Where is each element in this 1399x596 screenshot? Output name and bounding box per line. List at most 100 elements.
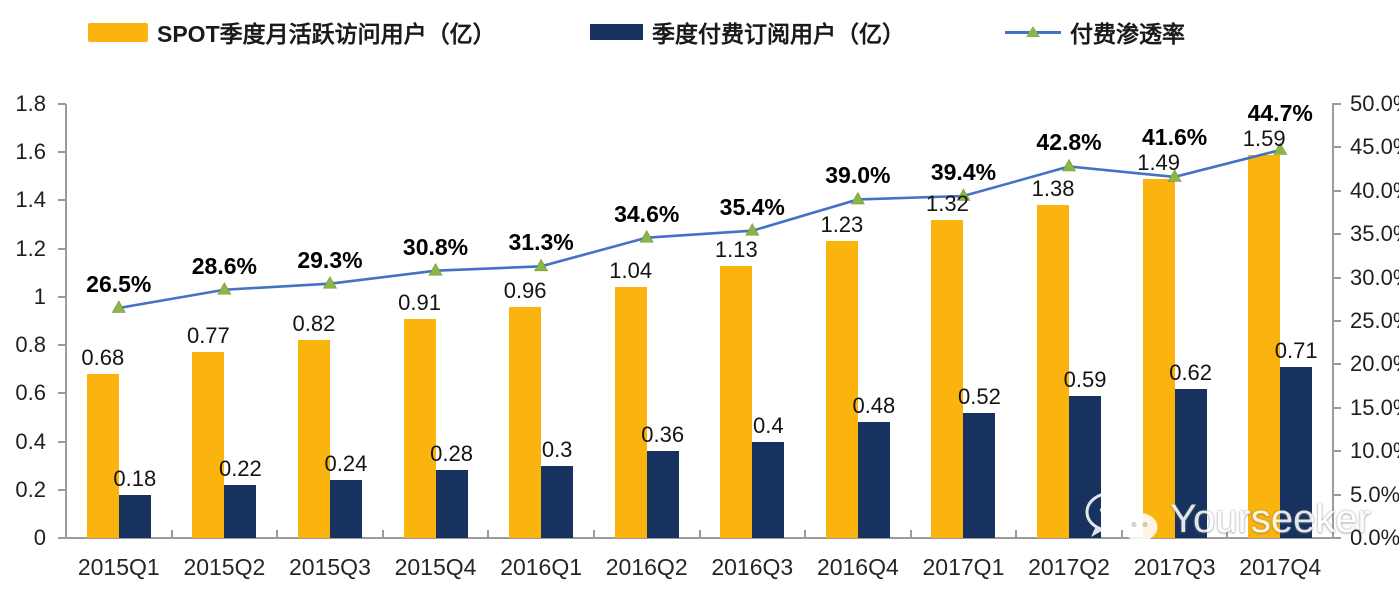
x-axis-label: 2017Q1	[922, 554, 1005, 580]
bar-subscribers	[224, 484, 257, 538]
bar-value-label-subscribers: 0.59	[1063, 366, 1107, 392]
penetration-rate-label: 44.7%	[1247, 99, 1313, 126]
bar-value-label-subscribers: 0.4	[752, 412, 784, 438]
x-axis-label: 2016Q2	[605, 554, 688, 580]
x-axis-tick	[592, 530, 595, 538]
right-axis-tick	[1332, 406, 1341, 409]
left-axis-tick	[58, 488, 66, 491]
bar-value-label-mau: 0.77	[186, 323, 230, 349]
right-axis-tick	[1332, 276, 1341, 279]
left-axis-tick-label: 1.8	[15, 91, 46, 116]
bar-subscribers	[646, 451, 679, 538]
right-axis-tick-label: 35.0%	[1350, 221, 1399, 247]
left-axis-tick	[58, 440, 66, 443]
x-axis-tick	[170, 530, 173, 538]
watermark-text: Yourseeker	[1170, 496, 1371, 541]
line-marker-triangle-icon	[428, 263, 443, 276]
legend-item-subscribers: 季度付费订阅用户（亿）	[590, 16, 905, 48]
line-marker-triangle-icon	[534, 258, 549, 272]
right-axis-tick-label: 0.0%	[1350, 525, 1399, 550]
x-axis	[58, 537, 1341, 539]
right-axis-tick-label: 25.0%	[1350, 308, 1399, 333]
line-marker-triangle-icon	[217, 282, 232, 295]
right-axis-tick-label: 45.0%	[1350, 134, 1399, 160]
x-axis-label: 2017Q2	[1028, 554, 1110, 580]
bar-value-label-mau: 0.68	[81, 345, 125, 371]
left-axis-tick-label: 0.2	[15, 476, 46, 502]
right-axis-tick-label: 50.0%	[1350, 91, 1399, 116]
bar-subscribers	[329, 480, 362, 538]
bar-value-label-subscribers: 0.24	[324, 451, 368, 477]
bar-value-label-subscribers: 0.48	[852, 393, 896, 419]
left-axis-tick-label: 0.8	[15, 332, 46, 358]
left-axis-tick	[58, 199, 66, 202]
bar-mau	[86, 374, 119, 538]
bar-value-label-mau: 1.13	[714, 236, 758, 262]
bar-value-label-subscribers: 0.18	[113, 465, 157, 491]
line-marker-triangle-icon	[745, 223, 760, 236]
bar-subscribers	[1174, 388, 1207, 538]
left-axis-tick	[58, 247, 66, 250]
right-axis-tick	[1332, 103, 1341, 105]
x-axis-tick	[487, 530, 490, 538]
watermark: Yourseeker	[1083, 490, 1371, 548]
bar-value-label-subscribers: 0.36	[641, 422, 685, 448]
right-axis-tick-label: 5.0%	[1350, 481, 1399, 507]
right-axis-tick-label: 40.0%	[1350, 177, 1399, 203]
x-axis-label: 2016Q4	[816, 554, 899, 580]
x-axis-tick	[1226, 530, 1229, 538]
left-axis-tick	[58, 392, 66, 395]
left-axis-tick-label: 0.4	[15, 428, 46, 454]
right-axis-tick	[1332, 537, 1341, 539]
bar-subscribers	[118, 494, 151, 538]
left-axis-tick-label: 1.4	[15, 187, 46, 213]
bar-value-label-subscribers: 0.71	[1274, 337, 1318, 363]
bar-subscribers	[1280, 366, 1313, 538]
bar-value-label-mau: 1.49	[1137, 149, 1181, 175]
bar-value-label-mau: 1.38	[1031, 176, 1075, 202]
bar-value-label-mau: 1.04	[609, 258, 653, 284]
bar-mau	[931, 219, 964, 538]
left-axis-tick-label: 0	[33, 525, 46, 550]
bar-value-label-subscribers: 0.3	[541, 436, 573, 462]
bar-value-label-subscribers: 0.22	[218, 455, 262, 481]
legend-swatch-subscribers-icon	[590, 24, 643, 40]
legend-item-penetration: 付费渗透率	[1005, 16, 1185, 48]
right-axis-tick	[1332, 189, 1341, 192]
line-marker-triangle-icon	[1062, 158, 1077, 172]
bar-subscribers	[1069, 395, 1102, 538]
left-axis-tick-label: 1	[33, 283, 46, 309]
right-axis-tick	[1332, 233, 1341, 236]
bar-subscribers	[963, 412, 996, 538]
line-marker-triangle-icon	[322, 276, 337, 289]
x-axis-label: 2016Q3	[711, 554, 794, 580]
bar-value-label-subscribers: 0.28	[430, 441, 473, 467]
x-axis-tick	[804, 530, 807, 538]
bar-mau	[509, 306, 542, 538]
right-axis-tick-label: 15.0%	[1350, 394, 1399, 420]
left-axis-tick-label: 1.2	[15, 235, 46, 261]
left-y-axis	[65, 104, 67, 539]
bar-value-label-mau: 0.91	[398, 289, 441, 315]
legend-triangle-icon	[1026, 26, 1040, 38]
line-marker-triangle-icon	[111, 300, 126, 313]
line-marker-triangle-icon	[850, 191, 865, 205]
bar-mau	[720, 265, 753, 538]
left-axis-tick-label: 1.6	[15, 139, 46, 165]
penetration-rate-label: 41.6%	[1142, 123, 1208, 150]
right-axis-tick	[1332, 146, 1341, 149]
penetration-rate-label: 31.3%	[508, 229, 574, 256]
x-axis-label: 2015Q2	[183, 554, 266, 580]
bar-value-label-mau: 1.23	[820, 212, 864, 238]
legend-label-penetration: 付费渗透率	[1070, 21, 1185, 47]
bar-mau	[403, 318, 436, 538]
penetration-line-path	[118, 148, 1281, 310]
legend-label-mau: SPOT季度月活跃访问用户（亿）	[157, 21, 496, 47]
x-axis-label: 2017Q4	[1239, 554, 1322, 580]
bar-value-label-mau: 1.59	[1242, 125, 1286, 151]
bar-mau	[1142, 178, 1175, 538]
line-marker-triangle-icon	[639, 230, 654, 243]
x-axis-label: 2017Q3	[1133, 554, 1216, 580]
legend-line-icon	[1005, 26, 1061, 38]
